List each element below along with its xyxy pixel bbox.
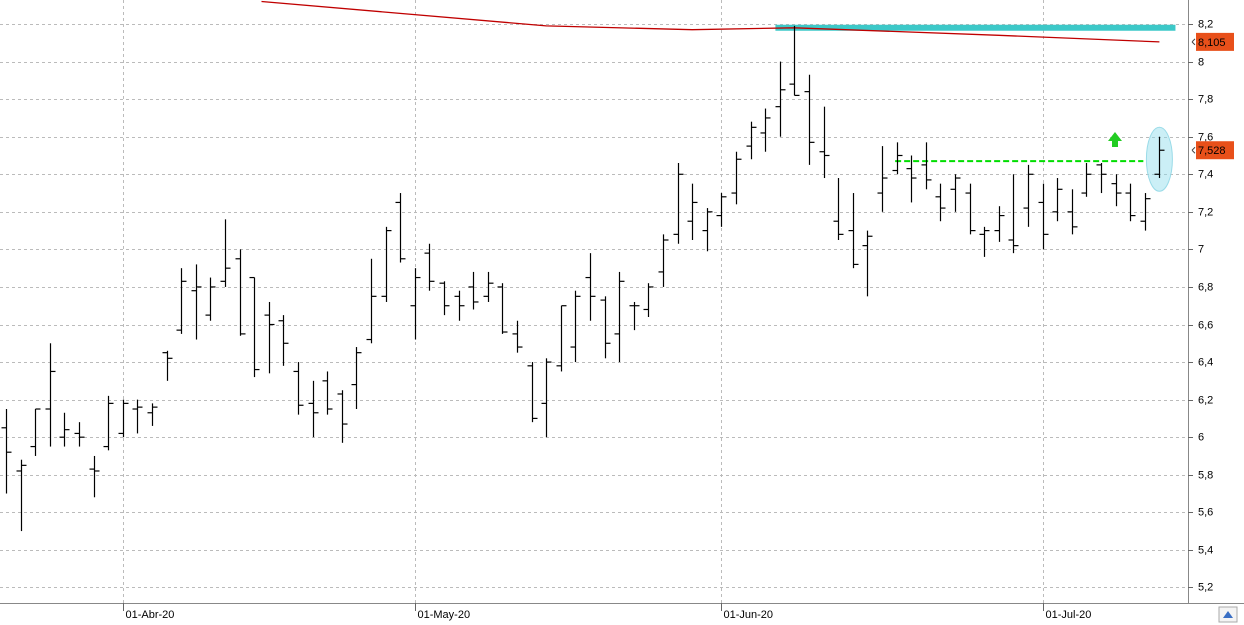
y-tick-label: 6: [1198, 431, 1204, 443]
y-tick-label: 7,4: [1198, 168, 1213, 180]
settings-icon[interactable]: [1218, 606, 1238, 623]
y-tick-label: 5,8: [1198, 469, 1213, 481]
price-marker: [1191, 146, 1196, 154]
y-tick-label: 8,2: [1198, 18, 1213, 30]
price-label-box: [1196, 32, 1234, 51]
price-label: 7,528: [1198, 145, 1226, 157]
y-tick-label: 7,8: [1198, 93, 1213, 105]
y-tick-label: 5,6: [1198, 506, 1213, 518]
y-tick-label: 7,2: [1198, 206, 1213, 218]
y-tick-label: 6,6: [1198, 319, 1213, 331]
y-tick-label: 6,2: [1198, 394, 1213, 406]
price-label: 8,105: [1198, 37, 1226, 49]
plot: [1, 0, 1176, 532]
moving-average: [261, 0, 1160, 43]
y-tick-label: 5,2: [1198, 581, 1213, 593]
icon-glyph[interactable]: [1223, 611, 1233, 618]
up-arrow: [1108, 132, 1122, 147]
y-tick-label: 6,8: [1198, 281, 1213, 293]
y-tick-label: 7,6: [1198, 131, 1213, 143]
price-marker: [1191, 38, 1196, 46]
x-tick-label: 01-Abr-20: [126, 609, 175, 621]
x-tick-label: 01-Jun-20: [724, 609, 774, 621]
y-tick-label: 6,4: [1198, 356, 1213, 368]
axes: 5,2 5,4 5,6 5,8 6 6,2 6,4 6,6 6,8 7 7,2 7,4 7,6 7,8 8 8…: [123, 18, 1234, 621]
price-label-box: [1196, 141, 1234, 160]
y-tick-label: 5,4: [1198, 544, 1213, 556]
x-tick-label: 01-May-20: [418, 609, 471, 621]
y-tick-label: 7: [1198, 243, 1204, 255]
y-tick-label: 8: [1198, 56, 1204, 68]
x-tick-label: 01-Jul-20: [1046, 609, 1092, 621]
